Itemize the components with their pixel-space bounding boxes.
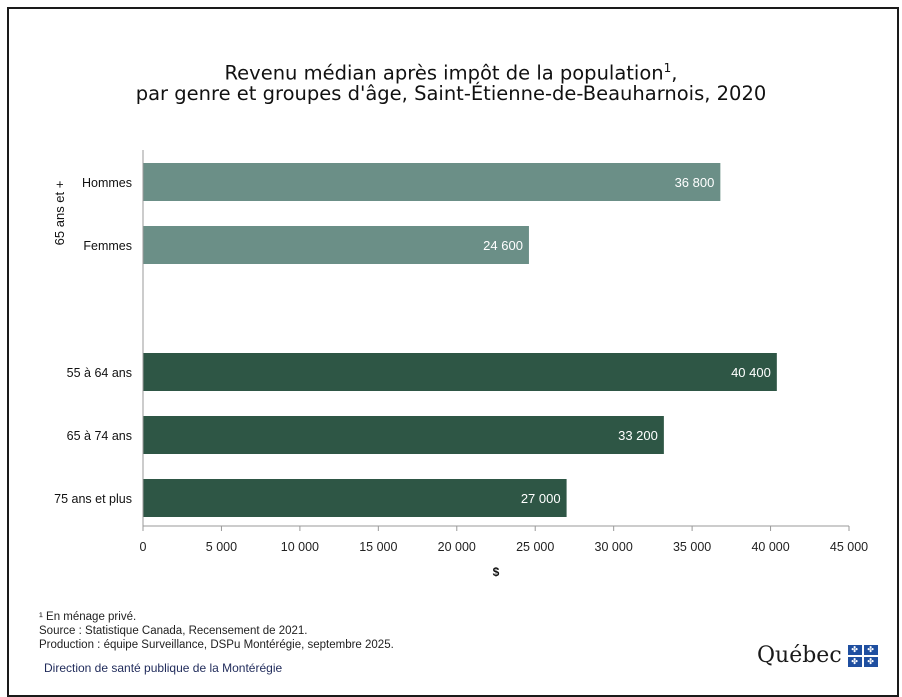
- x-tick-label: 30 000: [595, 540, 633, 554]
- bar-value-label: 40 400: [731, 365, 771, 380]
- chart-title-line1: Revenu médian après impôt de la populati…: [0, 55, 902, 87]
- bar: [143, 353, 777, 391]
- category-label: 55 à 64 ans: [67, 366, 132, 380]
- fleur-de-lis-flag-icon: ✤ ✤ ✤ ✤: [847, 644, 878, 667]
- footnote: ¹ En ménage privé.: [39, 611, 137, 623]
- bar: [143, 416, 664, 454]
- bar-value-label: 24 600: [483, 238, 523, 253]
- x-tick-label: 20 000: [438, 540, 476, 554]
- title-superscript: 1: [663, 61, 672, 75]
- x-tick-label: 0: [140, 540, 147, 554]
- source-note: Source : Statistique Canada, Recensement…: [39, 625, 308, 637]
- x-tick-label: 15 000: [359, 540, 397, 554]
- category-label: 65 à 74 ans: [67, 429, 132, 443]
- x-tick-label: 10 000: [281, 540, 319, 554]
- title-comma: ,: [671, 61, 678, 85]
- group-label: 65 ans et +: [52, 181, 67, 246]
- quebec-logo: Québec ✤ ✤ ✤ ✤: [757, 643, 878, 668]
- x-tick-label: 40 000: [751, 540, 789, 554]
- x-tick-label: 45 000: [830, 540, 868, 554]
- bar-value-label: 33 200: [618, 428, 658, 443]
- chart-title-line2: par genre et groupes d'âge, Saint-Étienn…: [135, 82, 767, 105]
- bar: [143, 163, 721, 201]
- x-tick-label: 25 000: [516, 540, 554, 554]
- x-tick-label: 35 000: [673, 540, 711, 554]
- bar: [143, 226, 529, 264]
- category-label: Femmes: [83, 239, 132, 253]
- category-label: 75 ans et plus: [54, 492, 132, 506]
- bar-value-label: 36 800: [675, 175, 715, 190]
- x-axis-label: $: [493, 565, 500, 579]
- category-label: Hommes: [82, 176, 132, 190]
- bar-value-label: 27 000: [521, 491, 561, 506]
- quebec-wordmark: Québec: [757, 643, 842, 668]
- title-text: Revenu médian après impôt de la populati…: [224, 61, 664, 85]
- direction-credit: Direction de santé publique de la Montér…: [44, 661, 283, 675]
- production-note: Production : équipe Surveillance, DSPu M…: [39, 639, 394, 651]
- x-tick-label: 5 000: [206, 540, 237, 554]
- bar: [143, 479, 567, 517]
